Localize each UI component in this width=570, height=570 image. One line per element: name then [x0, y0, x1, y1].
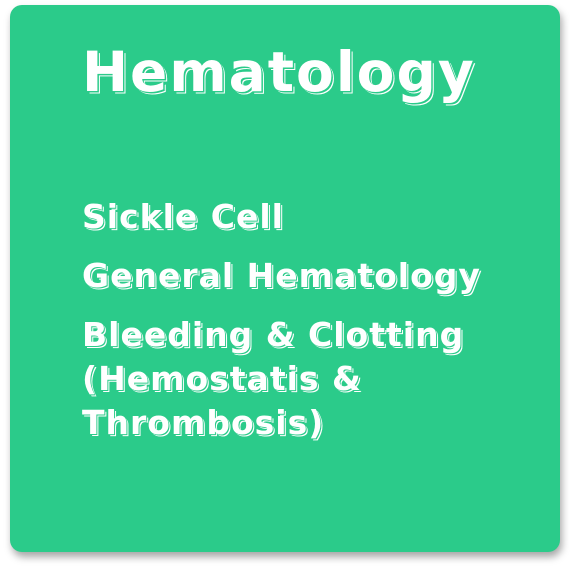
topic-link-general-hematology[interactable]: General Hematology [82, 256, 481, 295]
topic-link-bleeding-clotting[interactable]: Bleeding & Clotting (Hemostatis & Thromb… [82, 315, 465, 442]
hematology-card: Hematology Sickle Cell General Hematolog… [10, 5, 560, 552]
card-title: Hematology [82, 40, 476, 104]
topic-link-sickle-cell[interactable]: Sickle Cell [82, 197, 284, 236]
topic-list: Sickle Cell General Hematology Bleeding … [82, 195, 542, 460]
